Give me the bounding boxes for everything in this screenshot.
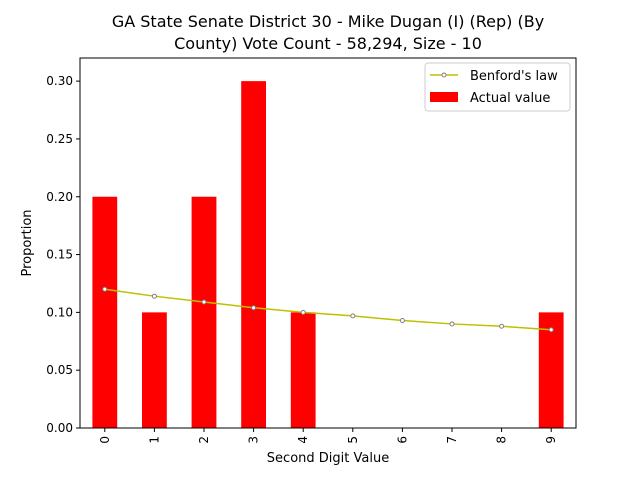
legend-box <box>424 62 571 112</box>
benford-point-3 <box>251 305 257 311</box>
chart-title-line-1: GA State Senate District 30 - Mike Dugan… <box>112 12 544 31</box>
bar-3 <box>241 81 266 428</box>
benford-point-8 <box>499 323 505 329</box>
y-tick-label: 0.25 <box>46 132 73 146</box>
benford-line-layer <box>102 286 554 333</box>
bar-4 <box>290 312 316 428</box>
y-tick-label: 0.30 <box>46 74 73 88</box>
x-tick-label: 3 <box>247 436 261 444</box>
x-tick-label: 5 <box>346 436 360 444</box>
legend-label-benford: Benford's law <box>470 69 558 84</box>
benford-point-2 <box>201 299 207 305</box>
legend-line-marker <box>441 72 447 78</box>
y-tick-label: 0.00 <box>46 421 73 435</box>
benford-point-7 <box>449 321 455 327</box>
benford-line <box>104 288 552 331</box>
bar-0 <box>92 196 118 428</box>
y-tick-label: 0.05 <box>46 363 73 377</box>
benford-point-0 <box>102 286 108 292</box>
x-tick-label: 9 <box>544 436 558 444</box>
plot-frame <box>79 57 577 429</box>
x-tick-label: 6 <box>395 436 409 444</box>
x-tick-label: 2 <box>197 436 211 444</box>
legend: Benford's law Actual value <box>424 62 571 112</box>
x-tick-label: 4 <box>296 436 310 444</box>
y-axis-label: Proportion <box>20 209 35 276</box>
benford-point-5 <box>350 313 356 319</box>
x-tick-label: 0 <box>98 436 112 444</box>
legend-bar-swatch <box>430 92 458 102</box>
legend-label-actual: Actual value <box>470 91 550 106</box>
x-tick-label: 1 <box>147 436 161 444</box>
benford-point-4 <box>300 309 306 315</box>
axes-layer: 0.00 0.05 0.10 0.15 0.20 0.25 0.30 0 1 2 3 4 5 6 7 8 9 <box>46 74 558 444</box>
bar-2 <box>191 196 217 428</box>
benford-point-1 <box>151 293 157 299</box>
benford-point-9 <box>548 327 554 333</box>
bars-layer <box>92 81 564 428</box>
chart-title-line-2: County) Vote Count - 58,294, Size - 10 <box>174 34 482 53</box>
benford-point-6 <box>399 317 405 323</box>
bar-1 <box>142 312 167 428</box>
y-tick-label: 0.10 <box>46 305 73 319</box>
y-tick-label: 0.15 <box>46 248 73 262</box>
x-tick-label: 8 <box>495 436 509 444</box>
x-axis-label: Second Digit Value <box>267 451 389 466</box>
y-tick-label: 0.20 <box>46 190 73 204</box>
x-tick-label: 7 <box>445 436 459 444</box>
